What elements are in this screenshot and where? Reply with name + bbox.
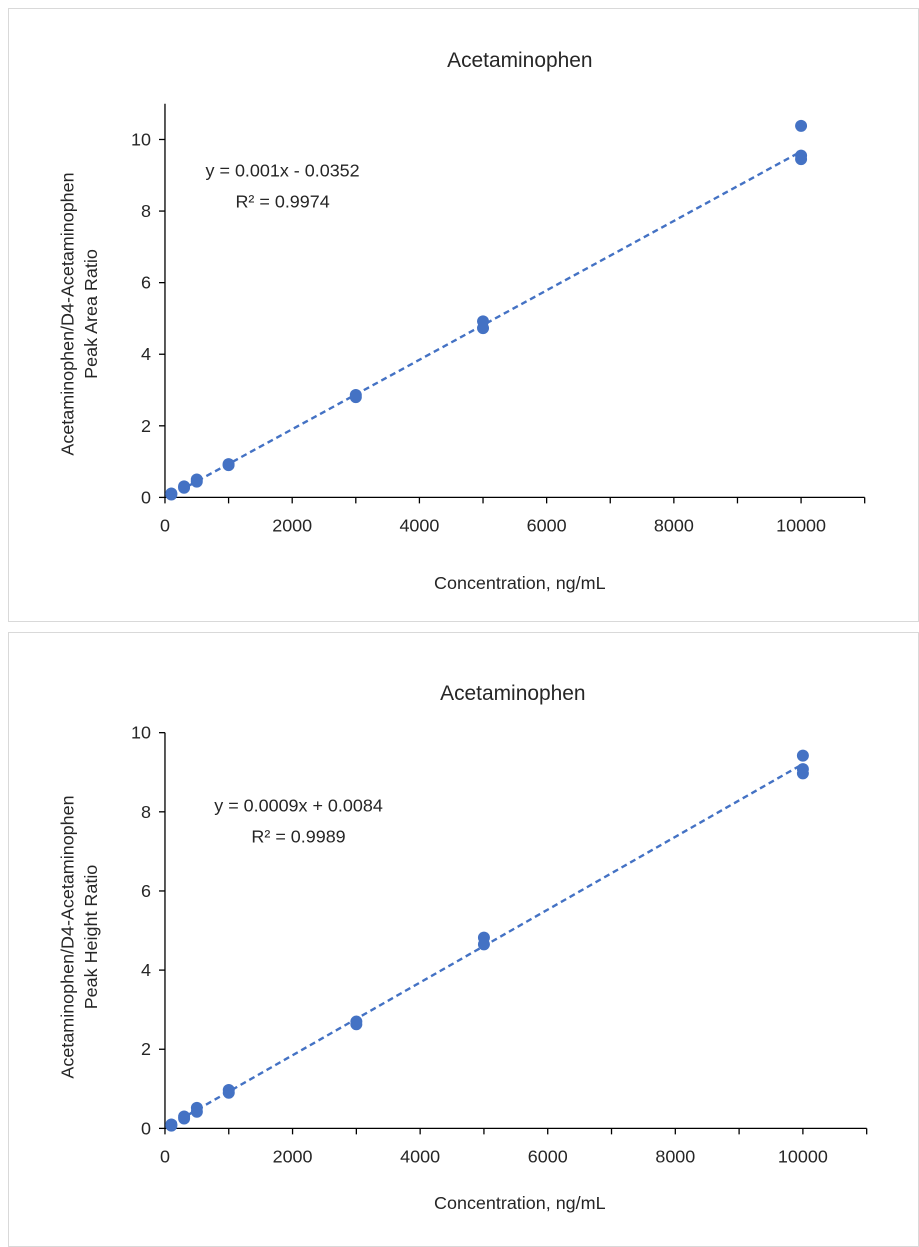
data-point (350, 1015, 363, 1028)
x-tick-label: 0 (160, 1146, 170, 1166)
y-tick-label: 4 (141, 960, 151, 980)
x-tick-label: 10000 (778, 1146, 828, 1166)
y-tick-label: 2 (141, 416, 151, 436)
data-point (349, 389, 362, 402)
trendline-equation: y = 0.001x - 0.0352 (206, 160, 360, 180)
chart-svg-peak-area: Acetaminophen Acetaminophen/D4-Acetamino… (57, 49, 866, 593)
data-point (165, 1118, 178, 1131)
data-point (190, 1101, 203, 1114)
y-tick-label: 10 (131, 723, 151, 743)
data-point (178, 1110, 191, 1123)
x-tick-label: 10000 (776, 515, 826, 535)
y-tick-label: 4 (141, 344, 151, 364)
chart-title: Acetaminophen (440, 682, 585, 705)
chart-title: Acetaminophen (447, 49, 592, 72)
y-tick-label: 10 (131, 129, 151, 149)
y-tick-label: 6 (141, 881, 151, 901)
chart-panel-peak-area: Acetaminophen Acetaminophen/D4-Acetamino… (8, 8, 919, 622)
y-tick-label: 6 (141, 273, 151, 293)
data-point (795, 149, 808, 162)
x-axis-label: Concentration, ng/mL (434, 1193, 606, 1213)
data-point (795, 119, 808, 132)
data-point (796, 763, 809, 776)
data-point (222, 1084, 235, 1096)
x-tick-label: 0 (160, 515, 170, 535)
x-axis-label: Concentration, ng/mL (434, 573, 606, 593)
x-tick-label: 2000 (273, 1146, 313, 1166)
data-point (477, 931, 490, 944)
data-point (178, 480, 191, 493)
x-tick-label: 4000 (400, 1146, 440, 1166)
data-point (165, 487, 178, 500)
x-tick-label: 6000 (527, 515, 567, 535)
x-tick-label: 8000 (655, 1146, 695, 1166)
x-tick-label: 4000 (399, 515, 439, 535)
x-tick-label: 6000 (528, 1146, 568, 1166)
y-tick-label: 0 (141, 487, 151, 507)
data-point (477, 315, 490, 328)
x-tick-label: 8000 (654, 515, 694, 535)
y-tick-label: 0 (141, 1118, 151, 1138)
chart-panel-peak-height: Acetaminophen Acetaminophen/D4-Acetamino… (8, 632, 919, 1247)
r-squared-label: R² = 0.9989 (251, 826, 345, 846)
y-axis-label-line2: Peak Area Ratio (81, 249, 101, 379)
data-point (222, 458, 235, 471)
data-point (796, 749, 809, 762)
y-axis-label-line2: Peak Height Ratio (81, 865, 101, 1010)
data-point (190, 473, 203, 486)
chart-svg-peak-height: Acetaminophen Acetaminophen/D4-Acetamino… (57, 682, 868, 1213)
x-tick-label: 2000 (272, 515, 312, 535)
y-axis-label-line1: Acetaminophen/D4-Acetaminophen (57, 795, 77, 1078)
y-tick-label: 8 (141, 201, 151, 221)
y-tick-label: 8 (141, 802, 151, 822)
trendline-equation: y = 0.0009x + 0.0084 (214, 795, 383, 815)
y-axis-label-line1: Acetaminophen/D4-Acetaminophen (57, 172, 77, 455)
y-tick-label: 2 (141, 1039, 151, 1059)
r-squared-label: R² = 0.9974 (235, 191, 329, 211)
